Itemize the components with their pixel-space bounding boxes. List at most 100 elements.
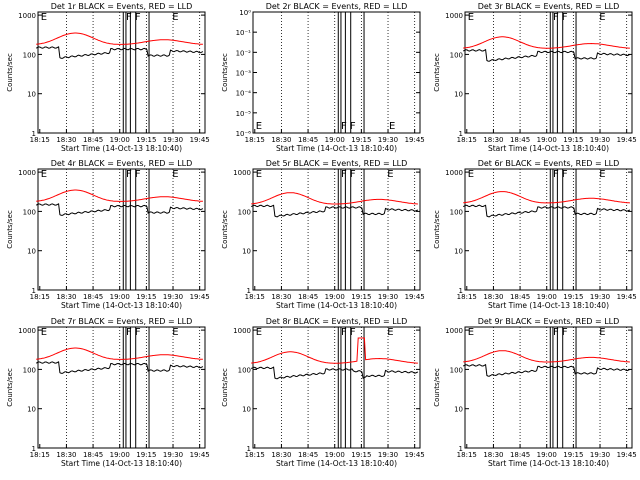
x-tick-label: 18:45	[510, 136, 530, 144]
x-axis-label: Start Time (14-Oct-13 18:10:40)	[61, 144, 182, 153]
y-tick-label: 100	[238, 208, 251, 216]
flag-label: F	[341, 169, 347, 180]
x-tick-label: 19:30	[590, 293, 610, 301]
flag-label: E	[172, 169, 178, 180]
x-tick-label: 18:15	[245, 451, 265, 459]
detector-panel: Det 5r BLACK = Events, RED = LLD Counts/s…	[221, 159, 425, 310]
detector-panel: Det 8r BLACK = Events, RED = LLD Counts/s…	[221, 317, 425, 468]
flag-label: F	[553, 12, 559, 23]
x-axis-label: Start Time (14-Oct-13 18:10:40)	[61, 459, 182, 468]
flag-label: E	[387, 327, 393, 338]
x-tick-label: 18:15	[30, 136, 50, 144]
x-tick-label: 19:15	[563, 136, 583, 144]
y-tick-label: 1	[459, 130, 463, 138]
flag-label: E	[172, 327, 178, 338]
x-tick-label: 18:45	[83, 293, 103, 301]
x-tick-label: 18:15	[457, 293, 477, 301]
flag-label: F	[562, 327, 568, 338]
plot-frame	[37, 168, 206, 291]
x-tick-label: 19:30	[590, 136, 610, 144]
y-tick-label: 1000	[18, 327, 36, 335]
flag-label: F	[350, 327, 356, 338]
flag-label: E	[468, 12, 474, 23]
x-tick-label: 18:15	[245, 293, 265, 301]
y-tick-label: 100	[450, 366, 463, 374]
y-tick-label: 100	[23, 51, 36, 59]
events-series-line	[462, 48, 631, 62]
x-tick-label: 19:45	[190, 451, 210, 459]
y-tick-label: 10⁻¹	[236, 29, 252, 37]
flag-label: E	[256, 327, 262, 338]
x-tick-label: 19:15	[136, 136, 156, 144]
flag-label: E	[468, 169, 474, 180]
x-tick-label: 19:15	[136, 293, 156, 301]
x-tick-label: 19:15	[351, 451, 371, 459]
events-series-line	[462, 204, 631, 218]
y-tick-label: 1000	[18, 169, 36, 177]
x-tick-label: 18:45	[298, 293, 318, 301]
x-tick-label: 18:45	[298, 451, 318, 459]
y-tick-label: 10⁻⁴	[236, 90, 252, 98]
y-axis-label: Counts/sec	[6, 53, 14, 92]
x-tick-label: 18:30	[56, 451, 76, 459]
x-tick-label: 19:45	[405, 451, 425, 459]
y-tick-label: 1000	[445, 327, 463, 335]
plot-frame	[37, 326, 206, 449]
x-tick-label: 18:30	[483, 136, 503, 144]
x-tick-label: 19:15	[351, 136, 371, 144]
flag-label: E	[599, 12, 605, 23]
flag-label: F	[553, 169, 559, 180]
detector-panel: Det 6r BLACK = Events, RED = LLD Counts/s…	[433, 159, 637, 310]
flag-label: F	[350, 121, 356, 132]
y-tick-label: 10	[27, 406, 36, 414]
y-tick-label: 1000	[233, 169, 251, 177]
x-tick-label: 18:30	[271, 451, 291, 459]
y-tick-label: 10⁻⁵	[236, 110, 252, 118]
x-tick-label: 19:45	[617, 136, 637, 144]
events-series-line	[462, 363, 631, 377]
x-axis-label: Start Time (14-Oct-13 18:10:40)	[276, 144, 397, 153]
flag-label: F	[350, 169, 356, 180]
x-tick-label: 18:30	[271, 293, 291, 301]
y-tick-label: 1	[32, 445, 36, 453]
x-tick-label: 18:45	[83, 136, 103, 144]
x-tick-label: 18:15	[457, 136, 477, 144]
y-tick-label: 1000	[445, 12, 463, 20]
y-tick-label: 100	[450, 208, 463, 216]
plot-frame	[464, 168, 633, 291]
lld-series-line	[36, 32, 203, 45]
x-tick-label: 18:15	[30, 293, 50, 301]
flag-label: E	[256, 169, 262, 180]
y-axis-label: Counts/sec	[221, 53, 229, 92]
detector-panel: Det 9r BLACK = Events, RED = LLD Counts/s…	[433, 317, 637, 468]
y-tick-label: 1000	[445, 169, 463, 177]
panel-title: Det 4r BLACK = Events, RED = LLD	[51, 159, 193, 168]
lld-series-line	[463, 350, 630, 363]
y-tick-label: 1	[459, 445, 463, 453]
x-tick-label: 18:30	[483, 293, 503, 301]
events-series-line	[250, 366, 419, 380]
x-tick-label: 19:45	[405, 136, 425, 144]
x-tick-label: 19:15	[351, 293, 371, 301]
detector-panel: Det 3r BLACK = Events, RED = LLD Counts/s…	[433, 2, 637, 153]
x-tick-label: 19:00	[110, 451, 130, 459]
flag-label: F	[562, 169, 568, 180]
x-tick-label: 19:15	[563, 451, 583, 459]
detector-panel: Det 1r BLACK = Events, RED = LLD Counts/s…	[6, 2, 210, 153]
panel-title: Det 2r BLACK = Events, RED = LLD	[266, 2, 408, 11]
y-tick-label: 1000	[18, 12, 36, 20]
x-tick-label: 19:30	[163, 293, 183, 301]
plot-frame	[252, 11, 421, 134]
panel-title: Det 1r BLACK = Events, RED = LLD	[51, 2, 193, 11]
y-tick-label: 10	[242, 248, 251, 256]
y-axis-label: Counts/sec	[6, 210, 14, 249]
y-tick-label: 10	[242, 406, 251, 414]
x-tick-label: 19:30	[163, 136, 183, 144]
y-tick-label: 10⁻³	[236, 70, 252, 78]
flag-label: E	[41, 12, 47, 23]
flag-label: E	[172, 12, 178, 23]
events-series-line	[35, 361, 204, 374]
x-tick-label: 18:30	[56, 293, 76, 301]
x-tick-label: 19:30	[378, 293, 398, 301]
plot-frame	[252, 168, 421, 291]
